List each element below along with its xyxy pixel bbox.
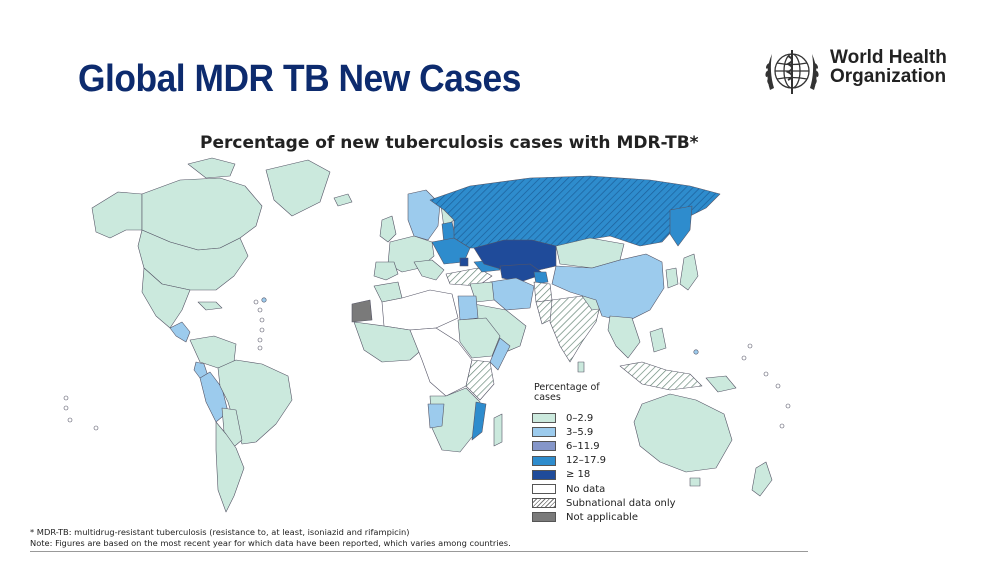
island-marker — [741, 355, 747, 361]
region-egypt — [457, 295, 479, 321]
legend-item: 0–2.9 — [532, 411, 676, 425]
legend-label: 12–17.9 — [566, 455, 606, 467]
legend-item: Subnational data only — [532, 496, 676, 510]
region-uzbekistan-kyrgyzstan — [499, 263, 545, 283]
region-southeast-asia — [607, 315, 641, 359]
region-sudan-ethiopia — [457, 317, 501, 359]
island-marker — [259, 327, 265, 333]
legend-label: Subnational data only — [566, 497, 676, 509]
island-marker — [779, 423, 785, 429]
legend-label: 6–11.9 — [566, 440, 600, 452]
island-marker — [775, 383, 781, 389]
region-sri-lanka — [577, 361, 585, 373]
legend-swatch — [532, 469, 556, 480]
divider — [30, 551, 808, 552]
region-alaska — [91, 191, 143, 239]
region-afghanistan — [533, 281, 553, 303]
region-mozambique — [471, 401, 487, 441]
region-central-america — [169, 321, 191, 343]
island-marker — [257, 337, 263, 343]
region-kamchatka — [669, 205, 693, 247]
world-map — [63, 157, 791, 513]
legend-label: 3–5.9 — [566, 426, 594, 438]
legend-swatch — [532, 455, 556, 466]
legend-swatch — [532, 484, 556, 495]
who-emblem-icon — [765, 50, 819, 94]
island-marker — [253, 299, 259, 305]
legend-item: 6–11.9 — [532, 439, 676, 453]
legend-swatch — [532, 441, 556, 452]
who-logo-line1: World Health — [830, 47, 947, 68]
region-italy-balkans — [413, 259, 445, 281]
legend-label: No data — [566, 483, 606, 495]
legend-label: 0–2.9 — [566, 412, 594, 424]
region-new-zealand — [751, 461, 773, 497]
legend-heading: Percentage of cases — [534, 382, 600, 403]
island-marker — [261, 297, 267, 303]
region-tasmania — [689, 477, 701, 487]
footnote-note: Note: Figures are based on the most rece… — [30, 538, 511, 548]
legend-swatch — [532, 427, 556, 438]
who-logo-text: World Health Organization — [830, 48, 947, 86]
region-caribbean — [197, 301, 223, 311]
region-russia — [429, 175, 721, 255]
region-iberia — [373, 261, 399, 281]
legend-item: ≥ 18 — [532, 468, 676, 482]
region-moldova — [459, 257, 469, 267]
map-footnotes: * MDR-TB: multidrug-resistant tuberculos… — [30, 527, 511, 549]
region-tajikistan — [533, 271, 549, 285]
legend-item: 12–17.9 — [532, 454, 676, 468]
island-marker — [257, 345, 263, 351]
region-east-africa — [465, 359, 495, 401]
island-marker — [747, 343, 753, 349]
legend-swatch — [532, 512, 556, 523]
map-legend: Percentage of cases 0–2.9 3–5.9 6–11.9 1… — [532, 383, 676, 525]
region-belarus-ukraine — [431, 237, 471, 265]
legend-item: No data — [532, 482, 676, 496]
legend-list: 0–2.9 3–5.9 6–11.9 12–17.9 ≥ 18 No data … — [532, 411, 676, 525]
region-iceland — [333, 193, 353, 207]
region-australia — [633, 393, 733, 473]
map-title: Percentage of new tuberculosis cases wit… — [200, 133, 699, 153]
region-scandinavia — [407, 189, 441, 241]
region-philippines — [649, 327, 667, 353]
island-marker — [259, 317, 265, 323]
region-greenland — [265, 159, 331, 217]
footnote-definition: * MDR-TB: multidrug-resistant tuberculos… — [30, 527, 410, 537]
island-marker — [93, 425, 99, 431]
island-marker — [693, 349, 699, 355]
island-marker — [785, 403, 791, 409]
who-logo-line2: Organization — [830, 66, 947, 87]
island-marker — [67, 417, 73, 423]
who-logo: World Health Organization — [760, 42, 960, 102]
region-korea — [665, 267, 679, 289]
region-papua — [705, 375, 737, 393]
legend-item: Not applicable — [532, 510, 676, 524]
legend-label: ≥ 18 — [566, 469, 591, 481]
region-canada-islands — [187, 157, 236, 179]
region-madagascar — [493, 413, 503, 447]
region-japan — [679, 253, 699, 291]
region-turkey — [445, 267, 493, 287]
region-uk-ireland — [379, 215, 397, 243]
legend-swatch — [532, 498, 556, 509]
region-west-africa — [353, 321, 427, 363]
region-mexico — [141, 267, 191, 329]
island-marker — [763, 371, 769, 377]
island-marker — [257, 307, 263, 313]
legend-item: 3–5.9 — [532, 425, 676, 439]
legend-label: Not applicable — [566, 511, 638, 523]
legend-swatch — [532, 413, 556, 424]
region-western-sahara — [351, 299, 373, 323]
region-somalia — [489, 337, 511, 371]
region-chile-argentina — [215, 421, 245, 513]
region-china — [551, 253, 665, 323]
slide-title: Global MDR TB New Cases — [78, 58, 521, 100]
island-marker — [63, 405, 69, 411]
region-iran — [489, 277, 535, 311]
region-angola — [427, 403, 445, 429]
region-indonesia — [619, 361, 703, 391]
island-marker — [63, 395, 69, 401]
